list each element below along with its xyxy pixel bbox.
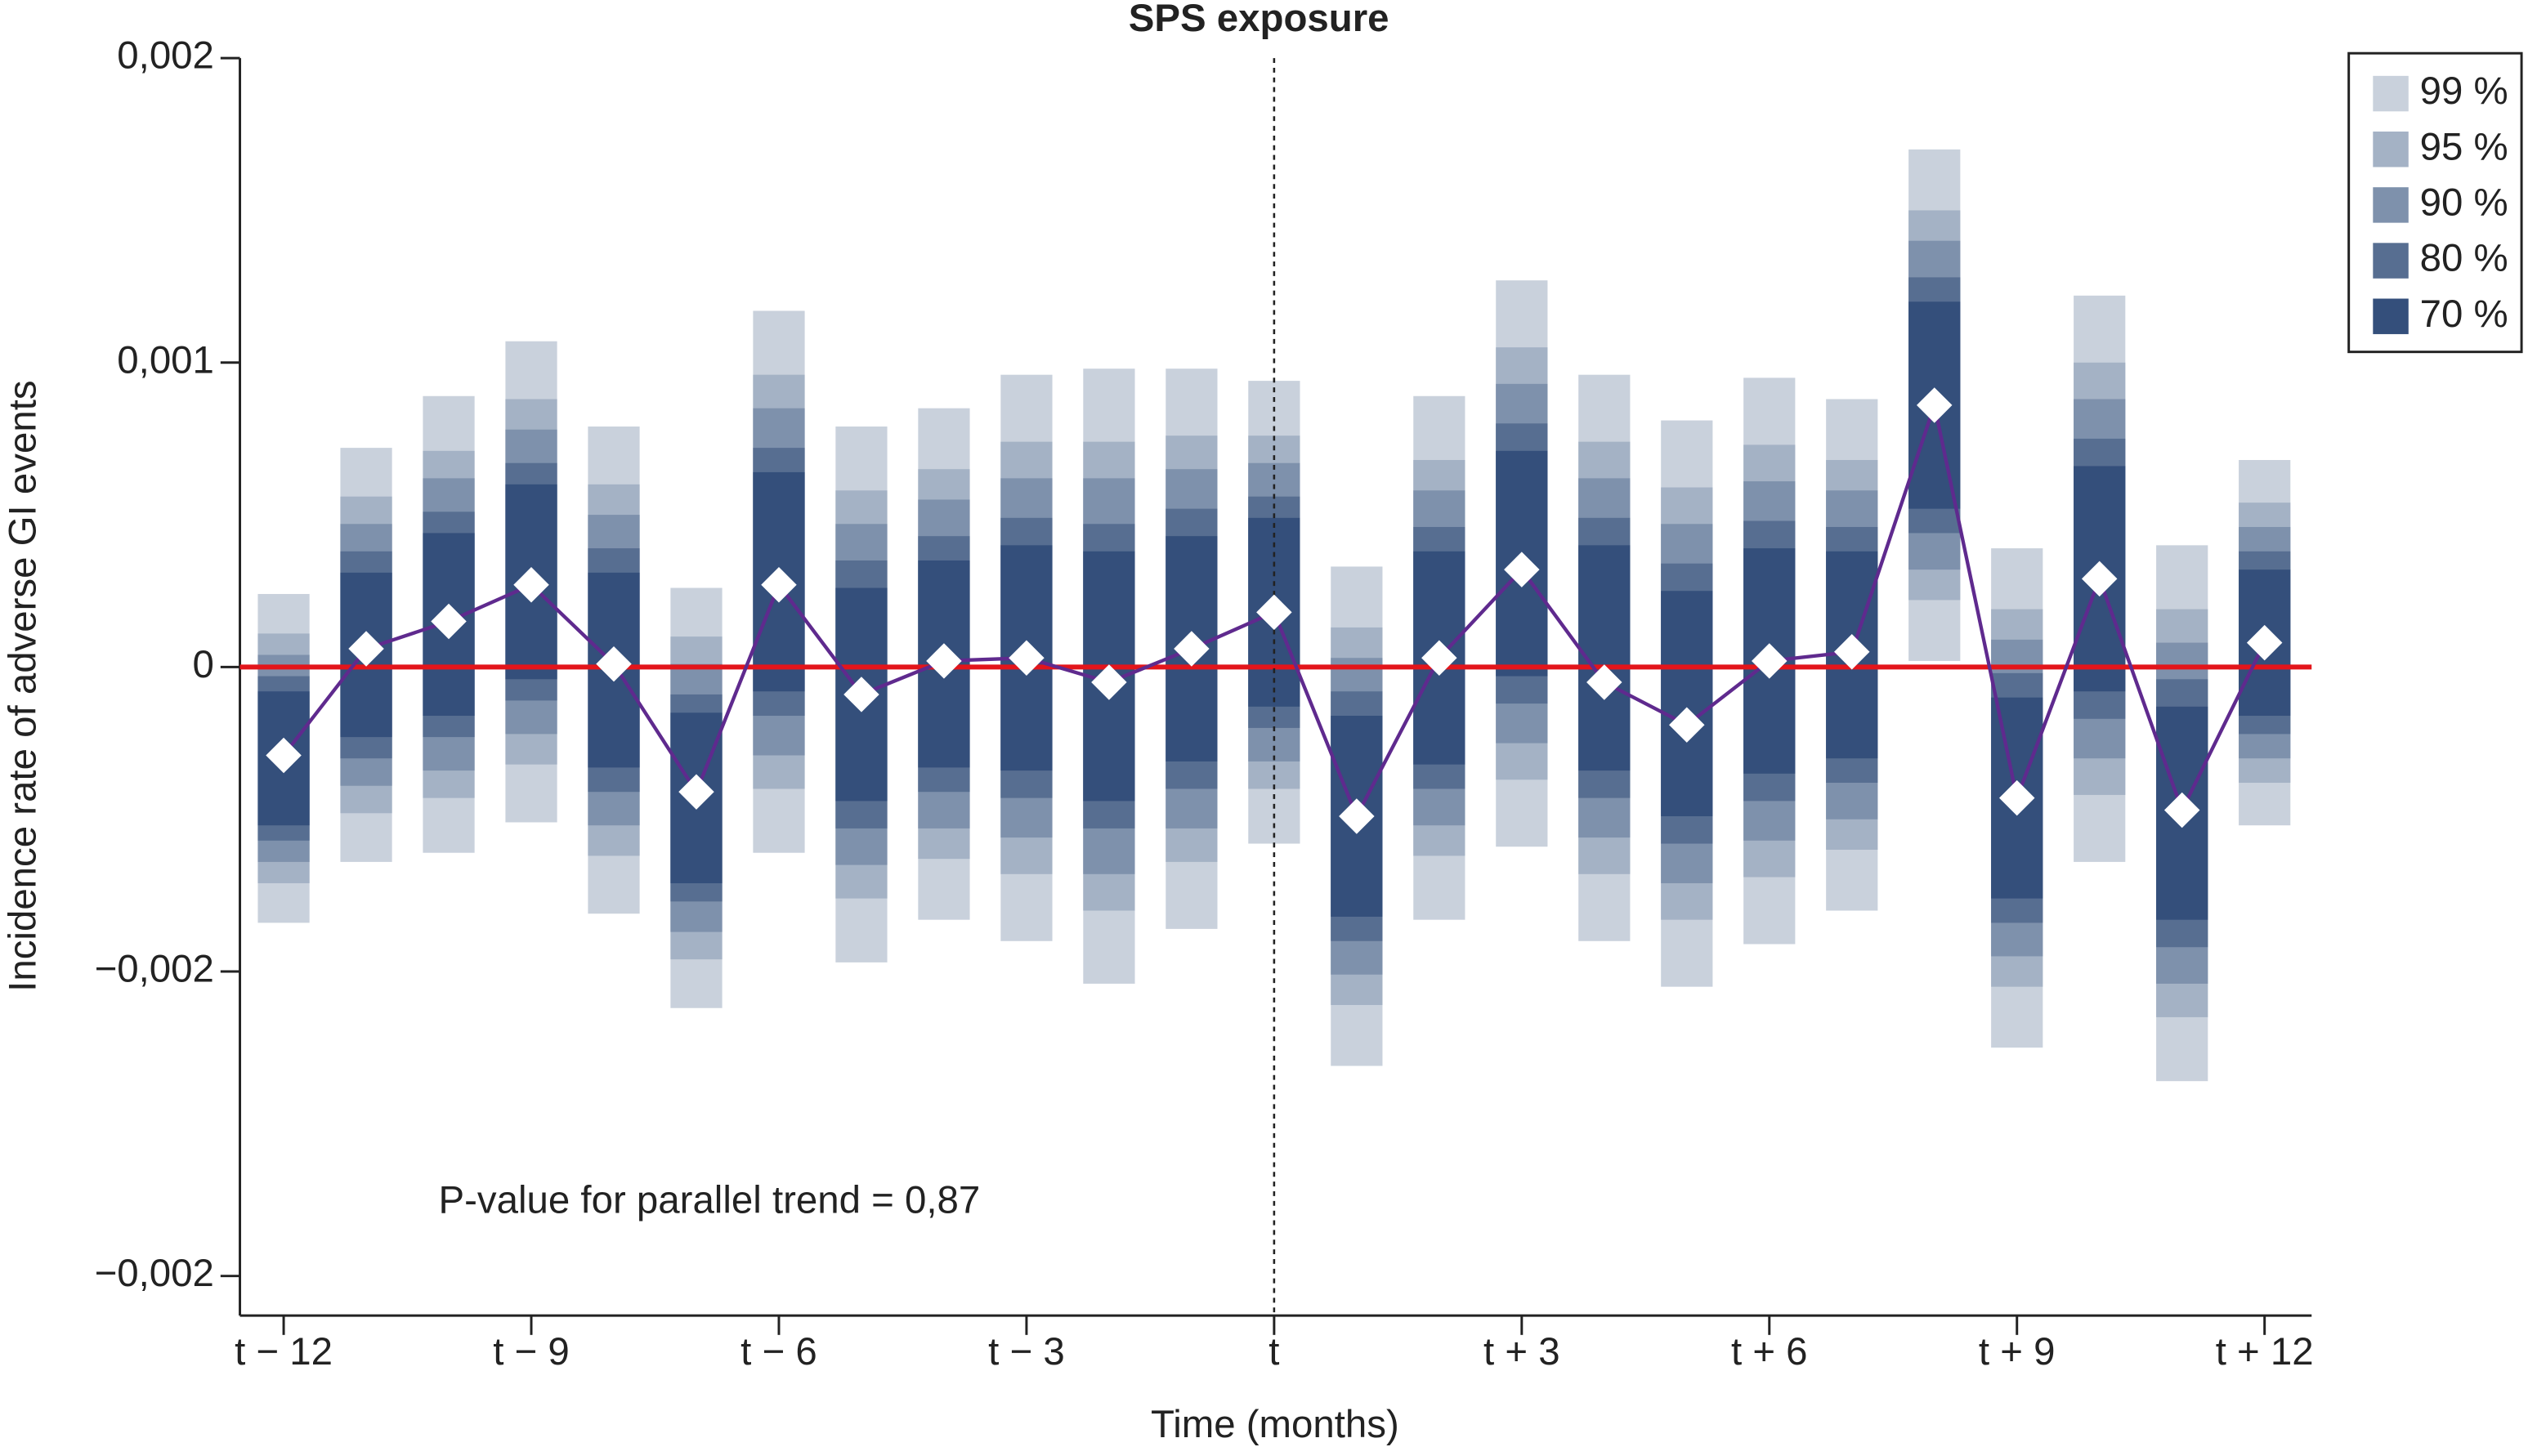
y-tick-label: 0 xyxy=(193,643,214,686)
legend-swatch xyxy=(2373,298,2409,334)
estimate-marker xyxy=(678,774,714,810)
interval-band xyxy=(1661,591,1713,816)
x-axis-label: Time (months) xyxy=(1151,1403,1399,1446)
legend-swatch xyxy=(2373,132,2409,167)
estimate-marker xyxy=(266,737,302,774)
estimate-marker xyxy=(1421,640,1457,676)
y-tick-label: −0,002 xyxy=(95,948,214,991)
x-tick-label: t + 12 xyxy=(2216,1330,2314,1373)
x-tick-label: t + 9 xyxy=(1979,1330,2056,1373)
estimate-marker xyxy=(1834,634,1870,670)
y-tick-label: −0,002 xyxy=(95,1252,214,1295)
x-tick-label: t xyxy=(1268,1330,1279,1373)
estimate-marker xyxy=(431,603,467,640)
estimate-marker xyxy=(348,631,384,667)
y-tick-label: 0,001 xyxy=(117,338,214,382)
legend-label: 99 % xyxy=(2420,69,2508,113)
legend-swatch xyxy=(2373,75,2409,112)
estimate-marker xyxy=(1339,798,1375,834)
estimate-marker xyxy=(596,645,632,682)
estimate-marker xyxy=(1009,640,1045,676)
legend-label: 70 % xyxy=(2420,293,2508,336)
x-tick-label: t + 3 xyxy=(1483,1330,1560,1373)
chart-title: SPS exposure xyxy=(1129,0,1389,40)
legend-label: 80 % xyxy=(2420,237,2508,280)
y-tick-label: 0,002 xyxy=(117,34,214,78)
estimate-marker xyxy=(926,643,962,679)
x-tick-label: t + 6 xyxy=(1731,1330,1808,1373)
y-axis-label: Incidence rate of adverse GI events xyxy=(1,380,44,991)
x-tick-label: t − 9 xyxy=(493,1330,570,1373)
estimate-marker xyxy=(1174,631,1210,667)
x-tick-label: t − 6 xyxy=(741,1330,817,1373)
legend-swatch xyxy=(2373,187,2409,223)
annotation: P-value for parallel trend = 0,87 xyxy=(439,1178,981,1222)
legend-swatch xyxy=(2373,243,2409,279)
legend-label: 90 % xyxy=(2420,181,2508,224)
estimate-marker xyxy=(761,567,797,603)
estimate-marker xyxy=(1998,779,2035,816)
x-tick-label: t − 12 xyxy=(235,1330,333,1373)
estimate-marker xyxy=(1504,552,1540,587)
x-tick-label: t − 3 xyxy=(988,1330,1065,1373)
legend-label: 95 % xyxy=(2420,125,2508,168)
